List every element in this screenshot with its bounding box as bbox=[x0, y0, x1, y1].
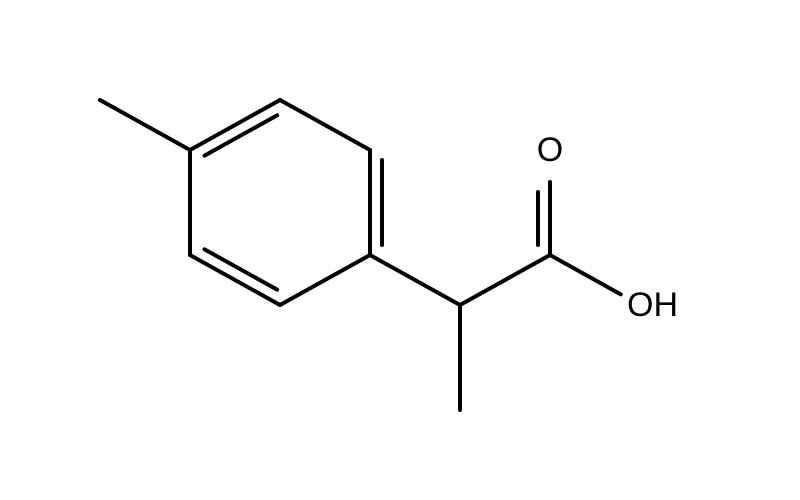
molecule-diagram: O OH bbox=[0, 0, 800, 500]
atom-label: OH bbox=[627, 286, 678, 324]
bond-line bbox=[550, 255, 621, 294]
bond-line bbox=[100, 100, 190, 150]
bond-line bbox=[460, 255, 550, 305]
bond-line bbox=[280, 100, 370, 150]
atom-label: O bbox=[537, 131, 563, 169]
bond-line bbox=[190, 100, 280, 150]
bond-line bbox=[280, 255, 370, 305]
bond-line bbox=[370, 255, 460, 305]
bond-line bbox=[190, 255, 280, 305]
